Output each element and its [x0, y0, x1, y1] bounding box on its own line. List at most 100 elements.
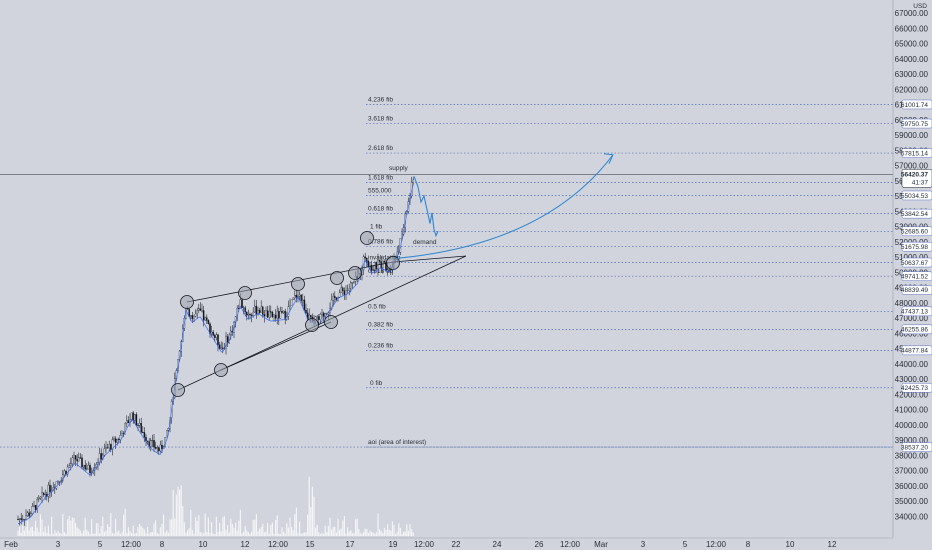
volume-bar: [172, 489, 174, 536]
volume-bar: [143, 529, 145, 536]
candle-body: [36, 499, 38, 511]
volume-bar: [164, 532, 166, 536]
candle-body: [66, 466, 69, 475]
volume-bar: [28, 530, 30, 536]
y-tick-label: 66000.00: [895, 24, 929, 33]
volume-bar: [115, 518, 117, 536]
price-tag-label: 51675.98: [901, 244, 928, 251]
volume-bar: [343, 516, 345, 536]
volume-bar: [99, 533, 101, 536]
x-tick-label: 19: [389, 540, 398, 549]
volume-bar: [203, 533, 205, 536]
volume-bar: [329, 517, 331, 536]
volume-bar: [195, 517, 197, 536]
projected-price-path: [413, 176, 439, 238]
volume-bar: [91, 519, 93, 536]
x-tick-label: 12:00: [414, 540, 435, 549]
annotation-layer: supply demand: [389, 165, 437, 246]
candle-body: [372, 269, 374, 271]
volume-bar: [379, 529, 381, 536]
candle-body: [159, 444, 162, 452]
price-tags-layer: 61001.7459750.7557815.1455883.4755034.53…: [901, 99, 932, 452]
price-tag-label: 61001.74: [901, 102, 928, 109]
price-tag: [901, 148, 932, 158]
volume-bar: [318, 531, 320, 536]
candle-body: [230, 330, 232, 335]
candle-body: [342, 287, 344, 291]
volume-bar: [291, 527, 293, 536]
volume-bar: [238, 520, 240, 536]
price-tag-label: 49741.52: [901, 273, 928, 280]
candle-body: [353, 281, 355, 283]
candle-body: [252, 311, 254, 316]
candle-body: [318, 316, 320, 320]
volume-bar: [273, 533, 275, 536]
volume-bar: [57, 530, 59, 536]
volume-bar: [297, 533, 299, 536]
candle-body: [260, 306, 262, 313]
candle-body: [138, 423, 141, 426]
candle-body: [70, 463, 72, 466]
volume-bar: [355, 519, 357, 536]
volume-bar: [358, 528, 360, 536]
volume-bar: [326, 532, 328, 536]
volume-bar: [287, 527, 289, 536]
volume-bar: [395, 533, 397, 536]
pivot-circle: [305, 318, 319, 332]
candle-body: [257, 310, 259, 315]
volume-bar: [75, 523, 77, 536]
volume-bar: [252, 519, 254, 536]
volume-bar: [47, 525, 49, 536]
volume-bar: [43, 531, 45, 536]
volume-bar: [81, 533, 83, 536]
x-tick-label: 12:00: [706, 540, 727, 549]
volume-bar: [127, 526, 129, 536]
candle-body: [28, 512, 30, 517]
volume-bar: [94, 533, 96, 536]
volume-bar: [342, 520, 344, 536]
volume-bar: [391, 521, 393, 536]
candle-body: [38, 498, 40, 500]
candle-body: [222, 347, 224, 349]
candle-body: [198, 308, 200, 311]
volume-bar: [222, 517, 224, 536]
price-tag: [901, 99, 932, 110]
volume-bar: [119, 533, 121, 536]
candle-body: [81, 457, 83, 468]
volume-bar: [406, 524, 408, 536]
candle-body: [113, 438, 115, 440]
pivot-circle: [360, 231, 374, 245]
volume-bar: [62, 513, 64, 536]
candle-body: [44, 494, 46, 495]
candle-body: [202, 310, 205, 321]
x-tick-label: 12: [241, 540, 250, 549]
candle-body: [287, 306, 290, 317]
volume-bar: [84, 517, 86, 536]
volume-bar: [68, 516, 70, 536]
candle-body: [242, 307, 245, 309]
y-tick-label: 65000.00: [895, 40, 929, 49]
candle-body: [346, 289, 349, 291]
volume-bar: [271, 522, 273, 536]
pivot-circle: [330, 271, 344, 285]
volume-bar: [361, 533, 363, 536]
volume-bar: [233, 527, 235, 536]
volume-bar: [315, 527, 317, 536]
volume-bar: [73, 518, 75, 536]
candle-body: [190, 315, 192, 317]
volume-bar: [153, 523, 155, 536]
volume-bar: [63, 531, 65, 536]
volume-bar: [286, 523, 288, 536]
volume-bar: [239, 509, 241, 536]
volume-bar: [207, 517, 209, 536]
volume-bar: [281, 527, 283, 536]
pivot-circle: [180, 295, 194, 309]
candle-body: [78, 457, 80, 462]
volume-bar: [44, 526, 46, 536]
price-tag-label: 44877.84: [901, 348, 928, 355]
candle-body: [282, 310, 285, 313]
candle-body: [330, 299, 333, 309]
candle-body: [281, 311, 283, 313]
